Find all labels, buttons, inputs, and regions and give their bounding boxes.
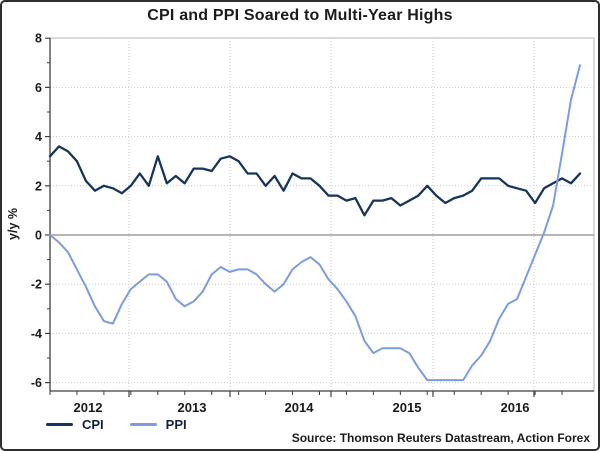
- y-tick-label: 6: [35, 81, 42, 95]
- legend-label-cpi: CPI: [82, 417, 104, 432]
- y-tick-label: -4: [31, 327, 42, 341]
- y-tick-label: 4: [35, 130, 42, 144]
- legend-item-ppi: PPI: [129, 417, 187, 432]
- legend-label-ppi: PPI: [165, 417, 187, 432]
- chart-title: CPI and PPI Soared to Multi-Year Highs: [147, 7, 453, 24]
- y-tick-label: 0: [35, 229, 42, 243]
- cpi-line-swatch: [46, 423, 73, 426]
- chart-legend: CPI PPI: [46, 417, 213, 432]
- ppi-line: [49, 64, 581, 382]
- legend-item-cpi: CPI: [46, 417, 104, 432]
- y-tick-label: -2: [31, 278, 42, 292]
- cpi-line: [48, 145, 582, 217]
- y-tick-label: 2: [35, 179, 42, 193]
- y-axis-title: y/y %: [6, 208, 20, 240]
- x-year-label: 2014: [285, 400, 315, 415]
- y-tick-label: 8: [35, 32, 42, 46]
- plot-border: [49, 37, 595, 392]
- x-year-label: 2013: [178, 400, 207, 415]
- ppi-line-swatch: [129, 423, 157, 426]
- x-year-label: 2012: [74, 400, 103, 415]
- y-tick-label: -6: [31, 376, 42, 390]
- x-year-label: 2016: [501, 400, 530, 415]
- source-attribution: Source: Thomson Reuters Datastream, Acti…: [291, 431, 590, 445]
- x-year-label: 2015: [393, 400, 422, 415]
